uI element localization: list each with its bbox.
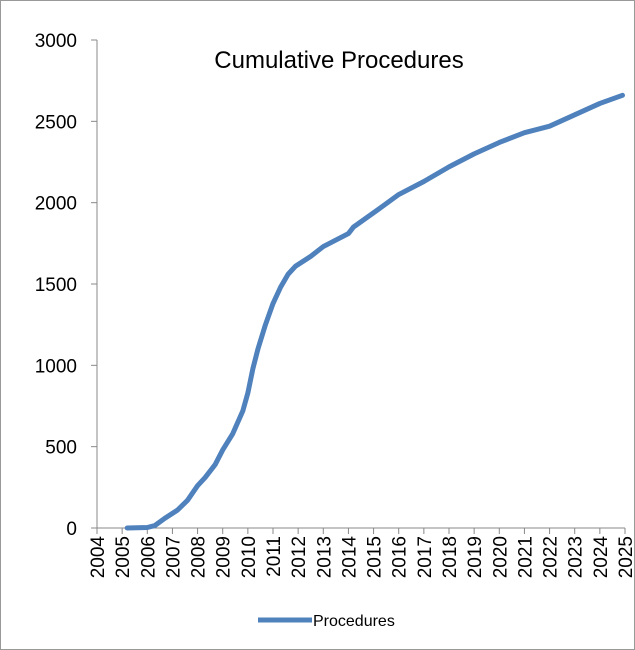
y-tick-label: 0 xyxy=(66,519,77,540)
x-tick-label: 2010 xyxy=(239,536,260,578)
x-tick-label: 2018 xyxy=(440,536,461,578)
x-tick-label: 2012 xyxy=(289,536,310,578)
x-tick-label: 2025 xyxy=(616,536,635,578)
x-tick-label: 2007 xyxy=(163,536,184,578)
chart-title: Cumulative Procedures xyxy=(214,47,463,74)
legend-label: Procedures xyxy=(313,613,395,630)
x-tick-label: 2016 xyxy=(390,536,411,578)
x-tick-label: 2013 xyxy=(314,536,335,578)
x-tick-label: 2014 xyxy=(339,536,360,579)
x-tick-label: 2015 xyxy=(365,536,386,578)
y-tick-label: 1000 xyxy=(35,356,77,377)
y-tick-label: 3000 xyxy=(35,31,77,52)
y-tick-label: 2500 xyxy=(35,112,77,133)
x-tick-label: 2008 xyxy=(189,536,210,578)
x-tick-label: 2024 xyxy=(591,536,612,579)
x-tick-label: 2020 xyxy=(490,536,511,578)
y-tick-label: 2000 xyxy=(35,194,77,215)
y-tick-label: 500 xyxy=(45,438,77,459)
x-tick-label: 2022 xyxy=(541,536,562,578)
x-tick-label: 2021 xyxy=(515,536,536,578)
x-tick-label: 2017 xyxy=(415,536,436,578)
x-tick-label: 2023 xyxy=(566,536,587,578)
x-tick-label: 2011 xyxy=(264,536,285,577)
x-tick-label: 2009 xyxy=(214,536,235,578)
x-tick-label: 2004 xyxy=(88,536,109,579)
y-tick-label: 1500 xyxy=(35,275,77,296)
x-tick-label: 2019 xyxy=(465,536,486,578)
data-line xyxy=(124,92,625,531)
x-tick-label: 2006 xyxy=(138,536,159,578)
x-tick-label: 2005 xyxy=(113,536,134,578)
